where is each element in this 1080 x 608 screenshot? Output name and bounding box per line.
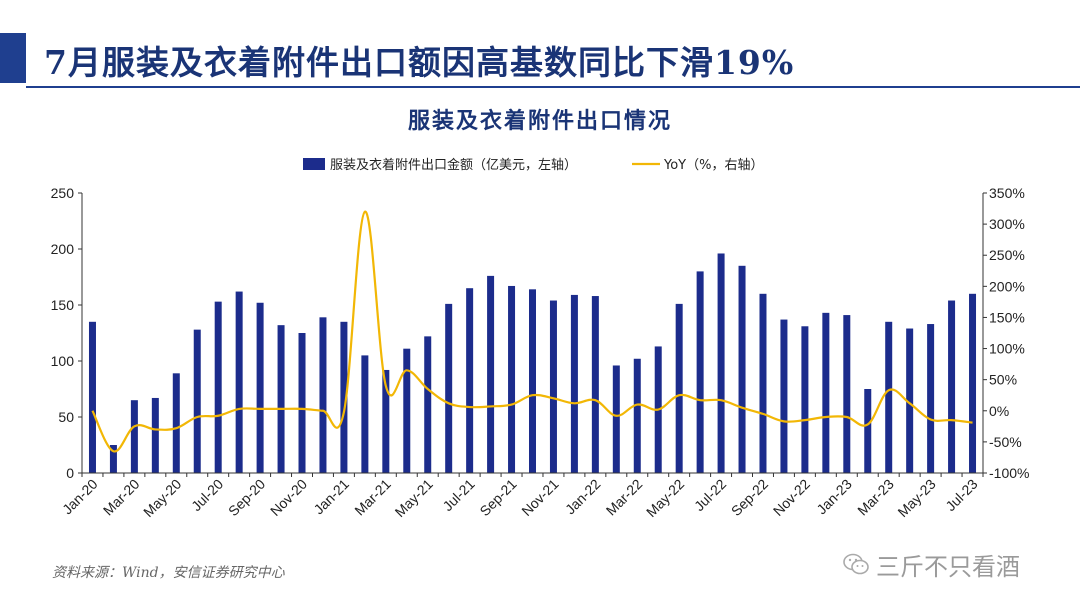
x-tick-label: Nov-21: [518, 476, 561, 519]
bar-Sep-21: [508, 285, 516, 473]
left-tick-label: 0: [66, 465, 74, 481]
bar-Jan-23: [843, 315, 851, 473]
bar-May-23: [927, 324, 935, 473]
right-tick-label: 250%: [989, 247, 1025, 263]
x-tick-label: Jul-20: [188, 476, 226, 514]
right-tick-label: 200%: [989, 278, 1025, 294]
bar-Jun-21: [445, 303, 453, 473]
x-tick-label: Jan-23: [813, 476, 855, 518]
watermark: 三斤不只看酒: [842, 548, 1052, 581]
bar-Dec-20: [319, 317, 327, 473]
x-tick-label: Jan-21: [310, 476, 352, 518]
bar-May-22: [675, 303, 683, 473]
bar-Dec-21: [570, 294, 578, 473]
bar-series: [88, 253, 977, 473]
right-tick-label: 50%: [989, 372, 1017, 388]
bar-Feb-20: [109, 445, 117, 473]
source-note: 资料来源：Wind，安信证券研究中心: [52, 565, 285, 581]
bar-Jan-21: [340, 321, 348, 473]
chart-title: 服装及衣着附件出口情况: [407, 108, 672, 134]
x-tick-label: Sep-21: [476, 476, 519, 519]
bar-Nov-22: [801, 326, 809, 473]
bar-Jul-22: [717, 253, 725, 473]
wechat-icon: [843, 553, 869, 575]
bar-Mar-21: [382, 369, 390, 473]
bar-Nov-20: [298, 333, 306, 473]
title-underline: [26, 86, 1080, 88]
bar-Apr-21: [403, 348, 411, 473]
bar-Dec-22: [822, 312, 830, 473]
left-tick-label: 100: [51, 353, 75, 369]
bar-Apr-23: [906, 328, 914, 473]
x-tick-label: Mar-21: [351, 476, 394, 519]
bar-Feb-22: [612, 365, 620, 473]
x-tick-label: Sep-20: [225, 476, 268, 519]
x-tick-label: May-20: [140, 476, 184, 520]
watermark-text: 三斤不只看酒: [876, 552, 1020, 581]
bar-Feb-21: [361, 355, 369, 473]
right-tick-label: 350%: [989, 185, 1025, 201]
bar-Jul-21: [466, 288, 474, 473]
bar-Jan-20: [88, 321, 96, 473]
chart: 服装及衣着附件出口金额（亿美元，左轴） YoY（%，右轴） 0 50 100 150 20…: [51, 157, 1030, 520]
chart-legend: 服装及衣着附件出口金额（亿美元，左轴） YoY（%，右轴）: [303, 157, 763, 173]
bar-Feb-23: [864, 389, 872, 473]
right-tick-label: -100%: [989, 465, 1029, 481]
yoy-line: [91, 210, 973, 453]
bar-Jul-23: [969, 293, 977, 473]
x-tick-label: Jul-22: [691, 476, 729, 514]
bar-Aug-22: [738, 265, 746, 473]
bar-Mar-23: [885, 321, 893, 473]
x-tick-label: May-23: [894, 476, 938, 520]
page-title: 7月服装及衣着附件出口额因高基数同比下滑19%: [44, 43, 795, 82]
x-tick-label: Jul-21: [439, 476, 477, 514]
bar-Nov-21: [549, 300, 557, 473]
x-tick-label: May-22: [643, 476, 687, 520]
x-tick-label: Mar-23: [854, 476, 897, 519]
bar-Apr-20: [151, 397, 159, 473]
right-tick-label: 0%: [989, 403, 1009, 419]
bar-Jun-22: [696, 271, 704, 473]
bar-Mar-22: [633, 358, 641, 473]
x-tick-label: Nov-20: [267, 476, 310, 519]
bar-Jun-23: [948, 300, 956, 473]
bar-Oct-22: [780, 319, 788, 473]
right-tick-label: 300%: [989, 216, 1025, 232]
legend-bar-label: 服装及衣着附件出口金额（亿美元，左轴）: [330, 157, 577, 173]
x-tick-label: Mar-20: [100, 476, 143, 519]
bar-May-20: [172, 373, 180, 473]
right-tick-label: 100%: [989, 341, 1025, 357]
bar-Oct-21: [529, 289, 536, 473]
x-tick-label: Jan-20: [59, 476, 101, 518]
left-tick-label: 250: [51, 185, 75, 201]
legend-line-label: YoY（%，右轴）: [663, 158, 763, 173]
bar-Aug-20: [235, 291, 243, 473]
bar-May-21: [424, 336, 432, 473]
bar-Oct-20: [277, 325, 285, 473]
x-tick-label: Nov-22: [770, 476, 813, 519]
bar-Jul-20: [214, 301, 222, 473]
bar-Aug-21: [487, 275, 495, 473]
legend-bar-swatch: [303, 158, 325, 170]
x-tick-label: Jan-22: [562, 476, 604, 518]
line-series: [91, 210, 973, 453]
right-tick-label: -50%: [989, 434, 1022, 450]
x-tick-label: May-21: [392, 476, 436, 520]
x-tick-label: Mar-22: [603, 476, 646, 519]
right-tick-label: 150%: [989, 309, 1025, 325]
title-accent-bar: [0, 33, 26, 83]
bar-Jan-22: [591, 296, 599, 473]
x-tick-label: Sep-22: [728, 476, 771, 519]
x-tick-label: Jul-23: [942, 476, 980, 514]
bar-Mar-20: [130, 400, 138, 473]
bar-Sep-22: [759, 293, 767, 473]
left-tick-label: 50: [58, 409, 74, 425]
bar-Sep-20: [256, 302, 264, 473]
left-tick-label: 150: [51, 297, 75, 313]
bar-Jun-20: [193, 329, 201, 473]
left-tick-label: 200: [51, 241, 75, 257]
